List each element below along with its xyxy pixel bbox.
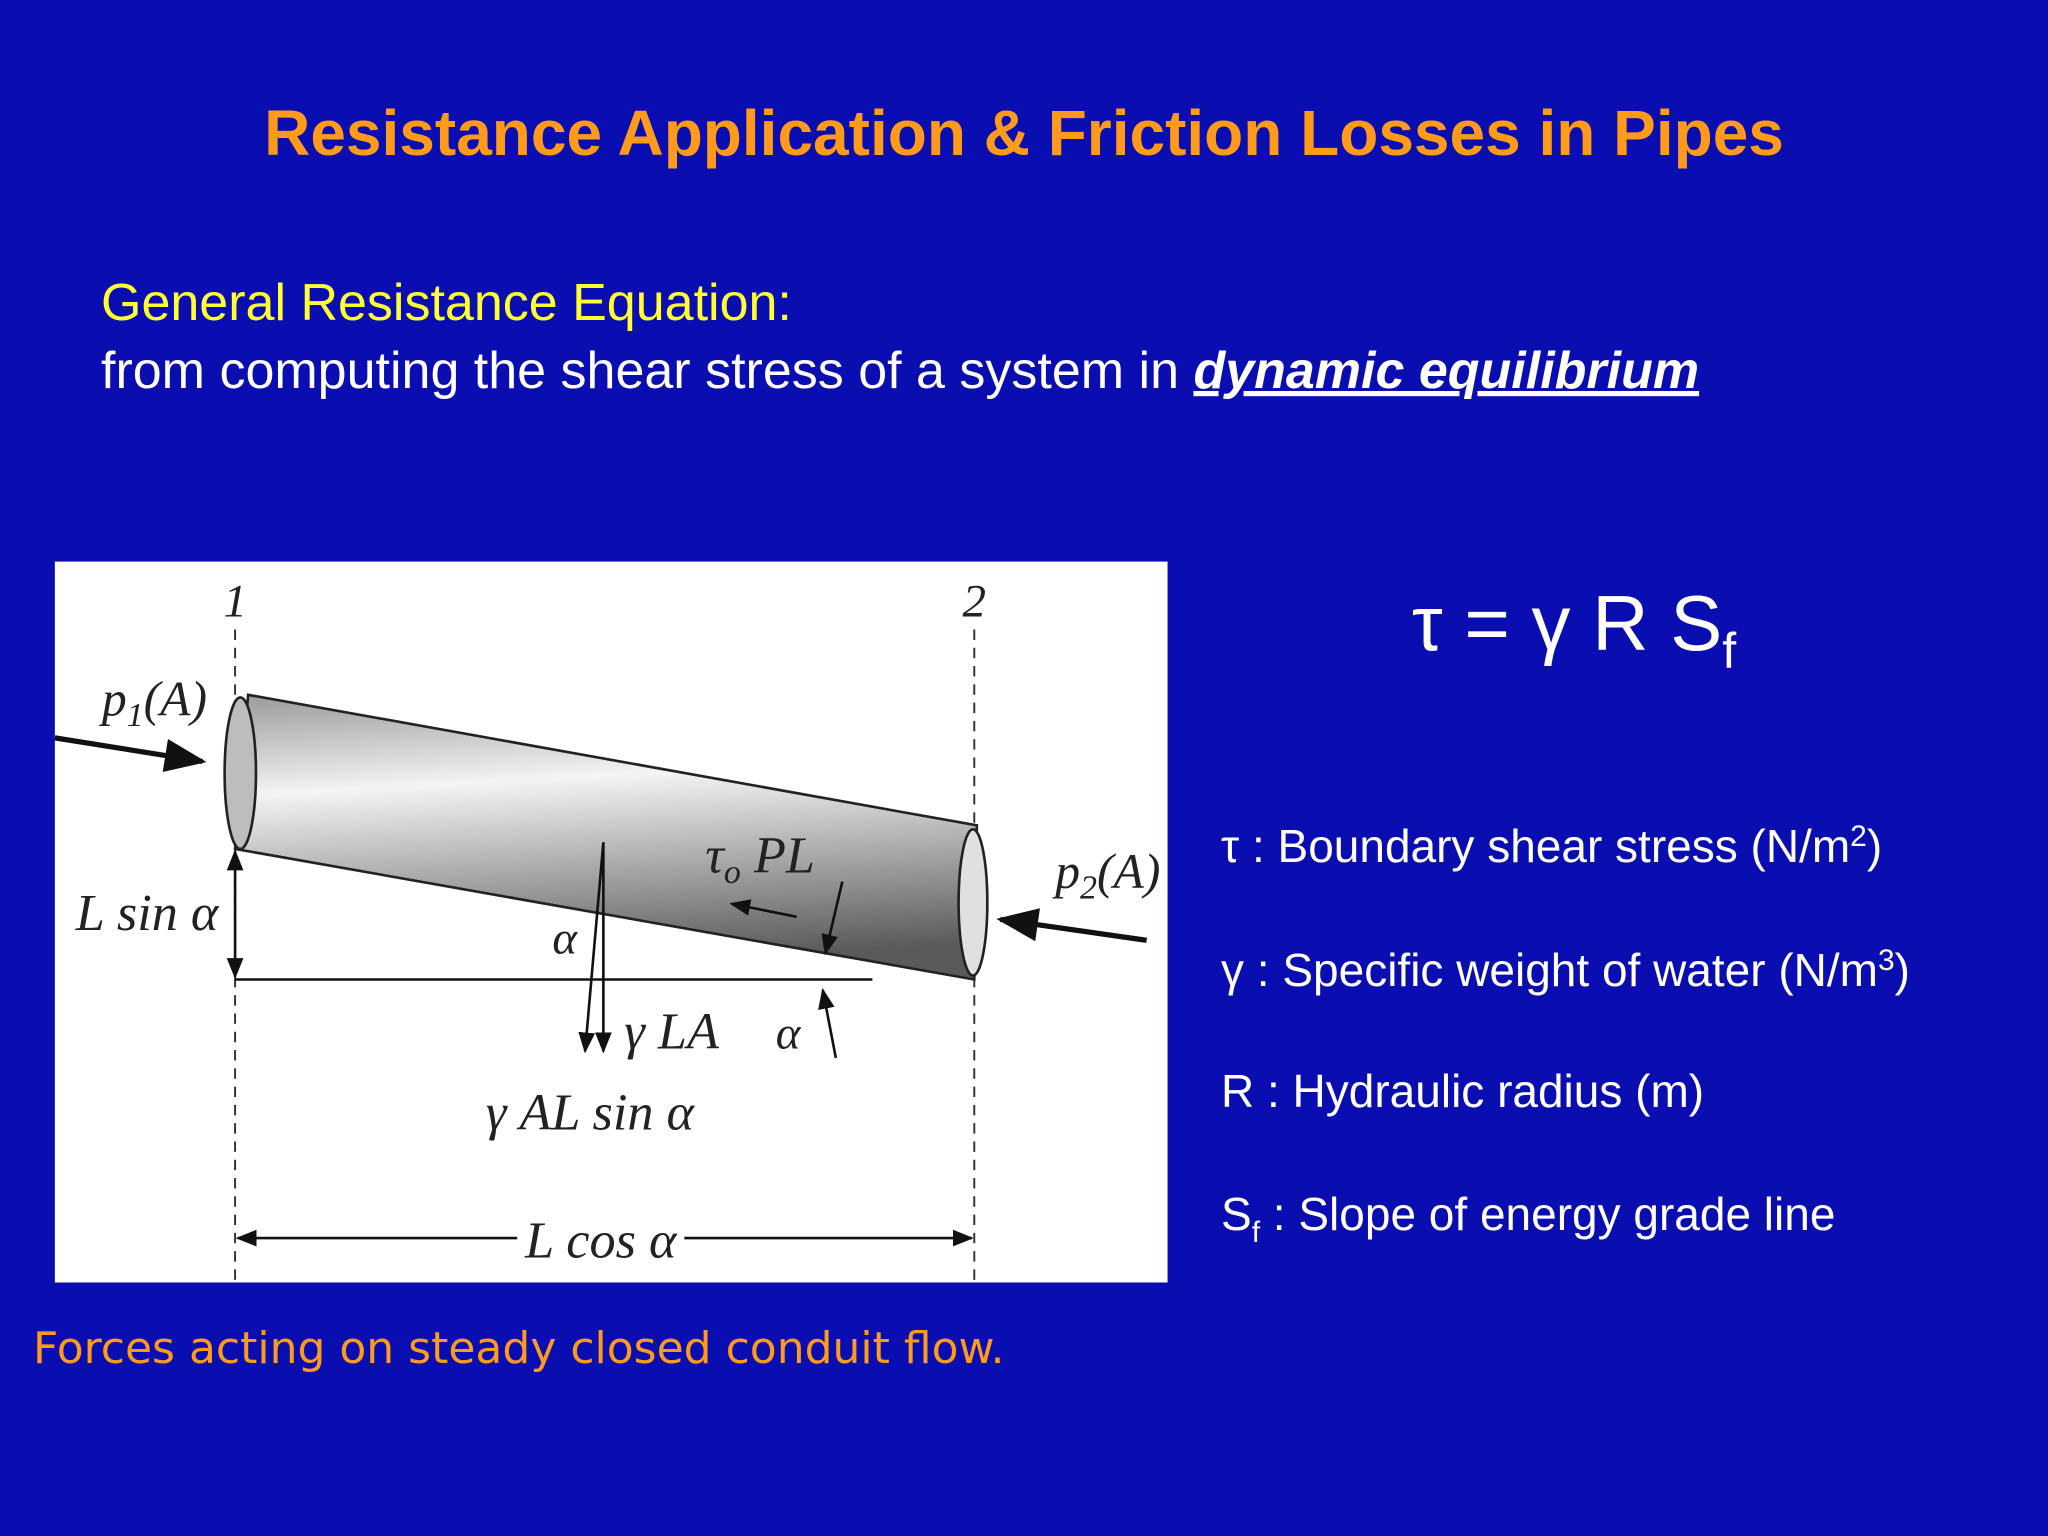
label-part: PL xyxy=(741,826,815,884)
shear-label: τo PL xyxy=(705,826,815,890)
subtitle-emphasis: dynamic equilibrium xyxy=(1193,342,1699,400)
definition-text: R : Hydraulic radius (m) xyxy=(1221,1065,1704,1117)
section-label: 2 xyxy=(963,575,987,627)
arrow xyxy=(54,735,207,772)
definitions: τ : Boundary shear stress (N/m2) γ : Spe… xyxy=(1221,820,1910,1249)
definition-text: ) xyxy=(1867,820,1882,872)
definition: R : Hydraulic radius (m) xyxy=(1221,1065,1704,1117)
label-sub: 2 xyxy=(1080,870,1097,907)
definition: γ : Specific weight of water (N/m3) xyxy=(1221,944,1910,996)
arrow xyxy=(821,881,844,956)
label-part: τ xyxy=(705,826,726,884)
caption: Forces acting on steady closed conduit f… xyxy=(33,1323,1004,1374)
definition-text: : Slope of energy grade line xyxy=(1260,1188,1835,1240)
definition-text: γ : Specific weight of water (N/m xyxy=(1221,944,1878,996)
subtitle-heading: General Resistance Equation: xyxy=(101,274,792,332)
definition-text: ) xyxy=(1895,944,1910,996)
definition-sub: f xyxy=(1252,1216,1261,1249)
equation: τ = γ R Sf xyxy=(1412,579,1736,679)
subtitle-text: from computing the shear stress of a sys… xyxy=(101,342,1179,400)
weight-label: γ LA xyxy=(624,1003,720,1061)
label-part: p xyxy=(99,672,127,727)
section-label: 1 xyxy=(223,575,246,627)
label-sub: o xyxy=(724,854,741,891)
definition-sup: 3 xyxy=(1878,944,1895,977)
pressure-label: p1(A) xyxy=(99,672,207,734)
label-mask xyxy=(517,1208,685,1269)
label-part: (A) xyxy=(144,672,207,727)
label-part: (A) xyxy=(1097,844,1160,899)
arrow xyxy=(996,908,1148,943)
definition: τ : Boundary shear stress (N/m2) xyxy=(1221,820,1882,872)
pipe-end xyxy=(223,696,258,851)
definition-text: τ : Boundary shear stress (N/m xyxy=(1221,820,1850,872)
subtitle-line: from computing the shear stress of a sys… xyxy=(101,342,1699,400)
angle-label: α xyxy=(776,1008,802,1060)
pressure-label: p2(A) xyxy=(1052,844,1160,906)
arrow xyxy=(729,899,797,919)
label-sub: 1 xyxy=(127,697,144,734)
definition-text: S xyxy=(1221,1188,1252,1240)
definition: Sf : Slope of energy grade line xyxy=(1221,1188,1835,1249)
definition-sup: 2 xyxy=(1850,820,1867,853)
label-part: p xyxy=(1052,844,1080,899)
l-sin-label: L sin α xyxy=(75,884,220,942)
angle-label: α xyxy=(552,912,578,964)
arrow xyxy=(818,987,838,1059)
diagram: 1 2 p1(A) p2(A) L sin α τo PL α γ LA α γ… xyxy=(54,561,1168,1283)
weight-component-label: γ AL sin α xyxy=(486,1084,696,1142)
arrow xyxy=(578,842,605,1054)
pipe-end xyxy=(957,828,989,977)
equation-main: τ = γ R S xyxy=(1412,579,1722,667)
slide-title: Resistance Application & Friction Losses… xyxy=(264,97,1784,169)
l-cos-label: L cos α xyxy=(524,1212,678,1270)
equation-sub: f xyxy=(1722,623,1736,679)
